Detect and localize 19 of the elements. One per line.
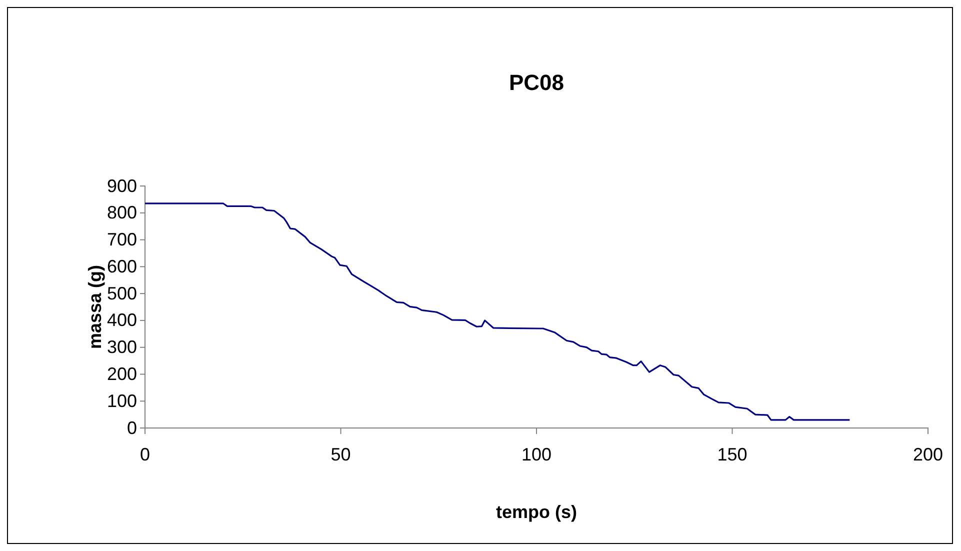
y-axis-title: massa (g) [85, 264, 105, 350]
y-tick-label: 100 [106, 390, 137, 411]
y-tick-label: 800 [106, 202, 137, 223]
y-tick-label: 300 [106, 337, 137, 358]
y-tick-label: 400 [106, 310, 137, 330]
y-tick-label: 500 [106, 283, 137, 304]
y-tick-label: 0 [126, 418, 137, 438]
y-tick-label: 700 [106, 230, 137, 250]
x-axis-title: tempo (s) [496, 502, 578, 522]
chart-title: PC08 [508, 70, 564, 95]
x-tick-label: 0 [140, 444, 150, 464]
line-series [144, 202, 850, 421]
y-tick-label: 900 [106, 176, 137, 196]
x-tick-label: 50 [330, 444, 351, 464]
x-tick-label: 100 [521, 444, 552, 464]
x-tick-label: 200 [912, 444, 944, 464]
y-tick-label: 600 [106, 256, 137, 276]
y-tick-label: 200 [106, 364, 137, 384]
x-tick-label: 150 [717, 444, 748, 464]
